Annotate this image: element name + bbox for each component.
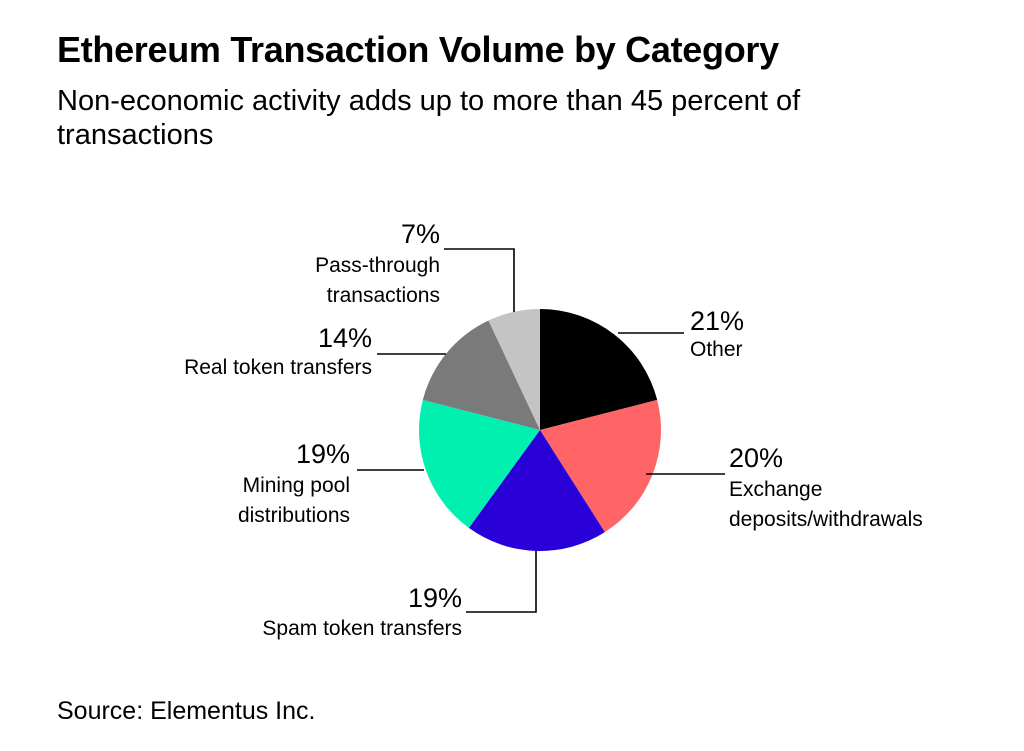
chart-subtitle: Non-economic activity adds up to more th… xyxy=(57,85,801,151)
slice-label-mining-pool-distributions: Mining pool xyxy=(243,474,350,497)
slice-label-exchange-deposits-withdrawals: Exchange xyxy=(729,478,822,501)
value-label-exchange-deposits-withdrawals: 20% xyxy=(729,443,783,473)
slice-label-spam-token-transfers: Spam token transfers xyxy=(262,617,462,640)
slice-label-real-token-transfers: Real token transfers xyxy=(184,356,372,379)
pie-slice-pass-through-transactions xyxy=(488,309,540,430)
slice-label-mining-pool-distributions: distributions xyxy=(238,504,350,527)
chart-title: Ethereum Transaction Volume by Category xyxy=(57,29,779,70)
leader-line-spam-token-transfers xyxy=(466,551,537,613)
slice-label-other: Other xyxy=(690,338,743,361)
pie-slice-spam-token-transfers xyxy=(468,430,605,551)
pie-slice-mining-pool-distributions xyxy=(418,399,540,528)
pie-slices xyxy=(418,308,662,551)
value-label-real-token-transfers: 14% xyxy=(318,323,372,353)
slice-label-pass-through-transactions: transactions xyxy=(327,284,440,307)
pie-slice-other xyxy=(540,308,658,430)
value-label-other: 21% xyxy=(690,306,744,336)
pie-slice-real-token-transfers xyxy=(422,320,540,430)
value-label-pass-through-transactions: 7% xyxy=(401,219,440,249)
slice-label-pass-through-transactions: Pass-through xyxy=(315,254,440,277)
pie-slice-exchange-deposits-withdrawals xyxy=(540,399,662,533)
value-label-mining-pool-distributions: 19% xyxy=(296,439,350,469)
value-label-spam-token-transfers: 19% xyxy=(408,583,462,613)
source-note: Source: Elementus Inc. xyxy=(57,697,316,725)
leader-line-pass-through-transactions xyxy=(444,248,515,312)
slice-label-exchange-deposits-withdrawals: deposits/withdrawals xyxy=(729,508,923,531)
